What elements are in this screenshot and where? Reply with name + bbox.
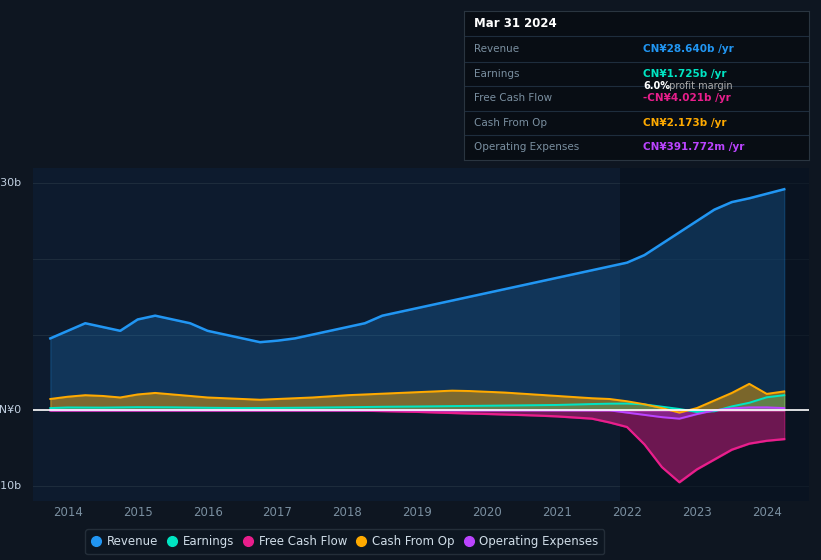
Text: CN¥28.640b /yr: CN¥28.640b /yr	[643, 44, 734, 54]
Text: Revenue: Revenue	[475, 44, 520, 54]
Text: CN¥0: CN¥0	[0, 405, 21, 416]
Text: 6.0%: 6.0%	[643, 81, 670, 91]
Text: Free Cash Flow: Free Cash Flow	[475, 94, 553, 103]
Bar	[620, 168, 809, 501]
Text: CN¥2.173b /yr: CN¥2.173b /yr	[643, 118, 727, 128]
Text: Operating Expenses: Operating Expenses	[475, 142, 580, 152]
Text: Mar 31 2024: Mar 31 2024	[475, 17, 557, 30]
Text: -CN¥4.021b /yr: -CN¥4.021b /yr	[643, 94, 731, 103]
Text: CN¥1.725b /yr: CN¥1.725b /yr	[643, 69, 727, 79]
Text: -CN¥10b: -CN¥10b	[0, 481, 21, 491]
Legend: Revenue, Earnings, Free Cash Flow, Cash From Op, Operating Expenses: Revenue, Earnings, Free Cash Flow, Cash …	[85, 529, 604, 554]
Text: Cash From Op: Cash From Op	[475, 118, 548, 128]
Text: CN¥391.772m /yr: CN¥391.772m /yr	[643, 142, 745, 152]
Text: CN¥30b: CN¥30b	[0, 178, 21, 188]
Text: Earnings: Earnings	[475, 69, 520, 79]
Text: profit margin: profit margin	[666, 81, 732, 91]
